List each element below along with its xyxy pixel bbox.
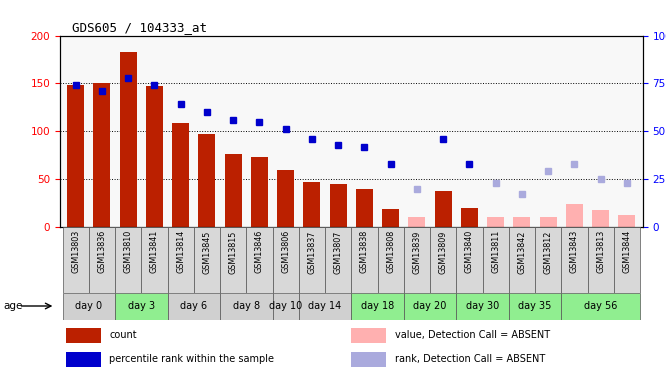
Text: GSM13839: GSM13839: [412, 230, 422, 273]
Bar: [330, 184, 347, 227]
Bar: [404, 292, 456, 320]
Bar: [561, 292, 640, 320]
Bar: [299, 292, 351, 320]
Text: GSM13806: GSM13806: [281, 230, 290, 273]
Text: day 30: day 30: [466, 301, 500, 311]
Text: value, Detection Call = ABSENT: value, Detection Call = ABSENT: [395, 330, 550, 340]
Bar: [66, 328, 101, 343]
Text: GSM13814: GSM13814: [176, 230, 185, 273]
Text: GDS605 / 104333_at: GDS605 / 104333_at: [72, 21, 206, 34]
Text: GSM13812: GSM13812: [543, 230, 553, 273]
Text: day 14: day 14: [308, 301, 342, 311]
Bar: [352, 328, 386, 343]
Text: GSM13844: GSM13844: [623, 230, 631, 273]
Bar: [351, 227, 378, 292]
Bar: [66, 352, 101, 367]
Text: GSM13843: GSM13843: [570, 230, 579, 273]
Bar: [93, 84, 111, 227]
Bar: [404, 227, 430, 292]
Bar: [483, 227, 509, 292]
Bar: [141, 227, 168, 292]
Bar: [592, 210, 609, 227]
Bar: [435, 192, 452, 227]
Bar: [461, 208, 478, 227]
Bar: [430, 227, 456, 292]
Bar: [172, 123, 189, 227]
Bar: [63, 227, 89, 292]
Text: GSM13846: GSM13846: [255, 230, 264, 273]
Text: GSM13840: GSM13840: [465, 230, 474, 273]
Bar: [198, 134, 216, 227]
Bar: [115, 227, 141, 292]
Bar: [352, 352, 386, 367]
Bar: [561, 227, 587, 292]
Text: GSM13845: GSM13845: [202, 230, 211, 273]
Text: percentile rank within the sample: percentile rank within the sample: [109, 354, 274, 364]
Bar: [456, 227, 483, 292]
Bar: [120, 52, 137, 227]
Bar: [325, 227, 351, 292]
Text: day 35: day 35: [518, 301, 551, 311]
Bar: [194, 227, 220, 292]
Text: GSM13803: GSM13803: [71, 230, 80, 273]
Text: GSM13836: GSM13836: [97, 230, 107, 273]
Bar: [115, 292, 168, 320]
Text: day 8: day 8: [232, 301, 260, 311]
Bar: [382, 209, 399, 227]
Bar: [378, 227, 404, 292]
Text: day 10: day 10: [269, 301, 302, 311]
Bar: [220, 227, 246, 292]
Bar: [509, 292, 561, 320]
Text: day 18: day 18: [361, 301, 394, 311]
Bar: [456, 292, 509, 320]
Bar: [619, 215, 635, 227]
Text: day 6: day 6: [180, 301, 207, 311]
Bar: [168, 292, 220, 320]
Bar: [224, 154, 242, 227]
Bar: [277, 170, 294, 227]
Bar: [408, 217, 426, 227]
Bar: [272, 227, 299, 292]
Text: day 0: day 0: [75, 301, 103, 311]
Bar: [351, 292, 404, 320]
Bar: [487, 217, 504, 227]
Text: GSM13807: GSM13807: [334, 230, 343, 273]
Text: day 20: day 20: [414, 301, 447, 311]
Text: age: age: [3, 301, 23, 311]
Text: GSM13809: GSM13809: [439, 230, 448, 273]
Text: GSM13813: GSM13813: [596, 230, 605, 273]
Bar: [535, 227, 561, 292]
Bar: [220, 292, 272, 320]
Text: rank, Detection Call = ABSENT: rank, Detection Call = ABSENT: [395, 354, 545, 364]
Bar: [513, 217, 531, 227]
Text: GSM13842: GSM13842: [517, 230, 526, 273]
Bar: [304, 182, 320, 227]
Text: day 56: day 56: [584, 301, 617, 311]
Text: GSM13838: GSM13838: [360, 230, 369, 273]
Bar: [246, 227, 272, 292]
Bar: [587, 227, 614, 292]
Text: GSM13810: GSM13810: [124, 230, 133, 273]
Bar: [539, 217, 557, 227]
Bar: [146, 86, 163, 227]
Text: GSM13841: GSM13841: [150, 230, 159, 273]
Text: GSM13837: GSM13837: [308, 230, 316, 273]
Bar: [251, 157, 268, 227]
Text: GSM13811: GSM13811: [492, 230, 500, 273]
Bar: [89, 227, 115, 292]
Bar: [63, 292, 115, 320]
Bar: [614, 227, 640, 292]
Bar: [509, 227, 535, 292]
Bar: [272, 292, 299, 320]
Bar: [67, 86, 84, 227]
Text: day 3: day 3: [128, 301, 155, 311]
Bar: [299, 227, 325, 292]
Bar: [566, 204, 583, 227]
Bar: [168, 227, 194, 292]
Text: GSM13815: GSM13815: [228, 230, 238, 273]
Bar: [356, 189, 373, 227]
Text: GSM13808: GSM13808: [386, 230, 395, 273]
Text: count: count: [109, 330, 137, 340]
